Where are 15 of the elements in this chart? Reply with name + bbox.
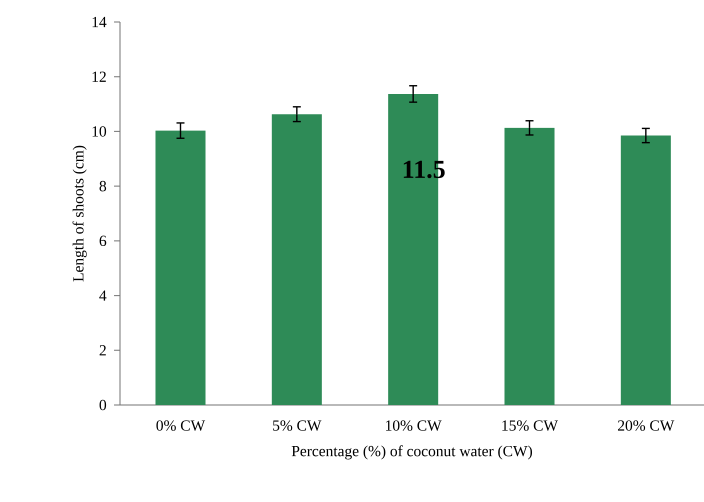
x-axis-title: Percentage (%) of coconut water (CW): [292, 445, 532, 460]
y-tick-label: 2: [100, 345, 106, 356]
y-tick-label: 14: [92, 16, 106, 28]
y-tick-label: 10: [92, 126, 106, 137]
y-tick-label: 8: [100, 180, 106, 192]
y-tick-label: 12: [92, 72, 106, 82]
y-tick-label: 6: [100, 236, 106, 246]
x-tick-label: 0% CW: [156, 420, 206, 431]
x-tick-label: 20% CW: [618, 420, 674, 431]
x-tick-label: 15% CW: [502, 420, 558, 431]
y-tick-label: 0: [100, 400, 106, 410]
x-tick-label: 10% CW: [386, 420, 442, 431]
x-tick-label: 5% CW: [273, 420, 322, 431]
y-tick-label: 4: [99, 290, 106, 301]
y-axis-title: Length of shoots (cm): [72, 146, 87, 282]
